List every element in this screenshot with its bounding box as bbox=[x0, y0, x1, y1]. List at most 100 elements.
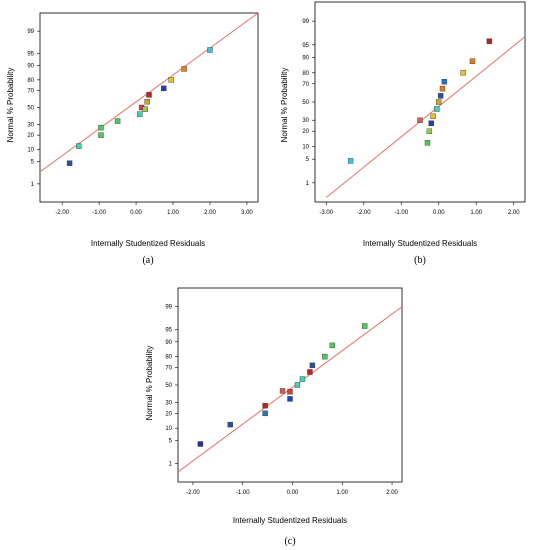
data-point bbox=[98, 132, 104, 138]
data-point bbox=[142, 106, 149, 112]
x-tick-label: -1.00 bbox=[92, 210, 106, 216]
y-tick-label: 10 bbox=[302, 145, 309, 151]
y-tick-label: 30 bbox=[165, 401, 172, 407]
y-axis-label: Normal % Probability bbox=[280, 68, 289, 143]
x-tick-label: 0.00 bbox=[130, 210, 142, 216]
y-tick-label: 1 bbox=[306, 181, 310, 187]
x-axis-label: Internally Studentized Residuals bbox=[233, 516, 347, 525]
y-tick-label: 1 bbox=[31, 182, 35, 188]
x-tick-label: 2.00 bbox=[386, 490, 398, 496]
x-axis-label: Internally Studentized Residuals bbox=[363, 239, 477, 248]
y-tick-label: 30 bbox=[27, 123, 34, 129]
data-point bbox=[309, 362, 316, 369]
y-tick-label: 50 bbox=[302, 100, 309, 106]
y-tick-label: 5 bbox=[31, 160, 35, 166]
data-point bbox=[76, 143, 82, 149]
y-tick-label: 90 bbox=[27, 63, 34, 69]
x-tick-label: 0.00 bbox=[433, 210, 445, 216]
chart-panel-1: -2.00 -1.00 0.00 1.00 2.00 3.00 1 5 10 20 30 50 70 80… bbox=[6, 12, 259, 266]
data-point bbox=[181, 66, 187, 72]
data-point bbox=[144, 99, 150, 105]
y-tick-label: 20 bbox=[27, 133, 34, 139]
fit-line bbox=[325, 36, 525, 198]
plot-frame bbox=[39, 12, 259, 203]
x-axis-label: Internally Studentized Residuals bbox=[91, 239, 205, 248]
x-tick-label: -3.00 bbox=[319, 210, 333, 216]
y-tick-label: 90 bbox=[165, 340, 172, 346]
data-point bbox=[322, 353, 328, 360]
y-tick-label: 30 bbox=[302, 118, 309, 124]
y-tick-label: 95 bbox=[27, 51, 34, 57]
data-point bbox=[441, 79, 448, 85]
y-tick-label: 70 bbox=[165, 365, 172, 371]
y-tick-label: 80 bbox=[302, 71, 309, 77]
data-point bbox=[434, 106, 440, 112]
y-tick-label: 99 bbox=[165, 305, 172, 311]
data-point bbox=[262, 410, 268, 417]
panel-label: (b) bbox=[414, 255, 426, 266]
data-point bbox=[98, 124, 104, 131]
data-point bbox=[114, 118, 121, 124]
x-tick-label: -1.00 bbox=[236, 490, 250, 496]
panel-label: (a) bbox=[142, 255, 153, 266]
y-tick-label: 90 bbox=[302, 55, 309, 61]
x-tick-label: 1.00 bbox=[336, 490, 348, 496]
y-tick-label: 50 bbox=[27, 106, 34, 112]
data-point bbox=[287, 396, 293, 402]
data-point bbox=[137, 111, 143, 117]
y-tick-label: 70 bbox=[27, 88, 34, 94]
y-tick-label: 5 bbox=[169, 438, 173, 444]
chart-panel-3: -2.00 -1.00 0.00 1.00 2.00 1 5 10 20 30 50 70 80 90 95… bbox=[145, 287, 403, 547]
data-point bbox=[424, 140, 431, 146]
data-point bbox=[361, 323, 368, 329]
x-tick-label: 2.00 bbox=[508, 210, 520, 216]
data-point bbox=[66, 160, 73, 166]
data-point bbox=[279, 388, 286, 394]
data-point bbox=[469, 58, 476, 64]
data-point bbox=[329, 342, 336, 349]
data-point bbox=[146, 92, 152, 98]
plot-frame bbox=[314, 1, 526, 203]
data-point bbox=[262, 402, 268, 409]
data-point bbox=[227, 421, 233, 428]
data-point bbox=[197, 441, 204, 447]
data-point bbox=[299, 376, 306, 382]
data-point bbox=[417, 117, 423, 123]
data-point bbox=[294, 382, 301, 388]
plot-frame bbox=[177, 287, 403, 483]
data-point bbox=[168, 77, 174, 83]
y-axis-label: Normal % Probability bbox=[145, 346, 154, 421]
data-point bbox=[436, 99, 442, 105]
data-point bbox=[207, 47, 213, 53]
data-point bbox=[430, 113, 436, 120]
data-point bbox=[460, 70, 466, 76]
x-tick-label: -2.00 bbox=[55, 210, 69, 216]
data-point bbox=[426, 128, 433, 134]
y-tick-label: 1 bbox=[169, 461, 173, 467]
data-point bbox=[161, 85, 167, 92]
y-tick-label: 99 bbox=[27, 29, 34, 35]
x-tick-label: 1.00 bbox=[167, 210, 179, 216]
y-tick-label: 70 bbox=[302, 82, 309, 88]
y-tick-label: 20 bbox=[165, 411, 172, 417]
data-point bbox=[347, 158, 354, 164]
data-point bbox=[486, 38, 493, 44]
x-tick-label: 2.00 bbox=[204, 210, 216, 216]
y-tick-label: 80 bbox=[165, 355, 172, 361]
data-point bbox=[287, 389, 293, 395]
x-tick-label: 1.00 bbox=[470, 210, 482, 216]
y-tick-label: 99 bbox=[302, 19, 309, 25]
data-point bbox=[439, 85, 446, 92]
x-tick-label: 0.00 bbox=[287, 490, 299, 496]
y-tick-label: 5 bbox=[306, 157, 310, 163]
y-tick-label: 50 bbox=[165, 383, 172, 389]
y-tick-label: 10 bbox=[27, 148, 34, 154]
y-tick-label: 95 bbox=[165, 328, 172, 334]
y-tick-label: 80 bbox=[27, 78, 34, 84]
data-point bbox=[307, 369, 313, 375]
chart-panel-2: -3.00 -2.00 -1.00 0.00 1.00 2.00 1 5 10 20 30 50 70 8… bbox=[280, 1, 526, 266]
x-tick-label: -1.00 bbox=[394, 210, 408, 216]
data-point bbox=[428, 120, 434, 126]
x-tick-label: -2.00 bbox=[186, 490, 200, 496]
y-tick-label: 20 bbox=[302, 129, 309, 135]
